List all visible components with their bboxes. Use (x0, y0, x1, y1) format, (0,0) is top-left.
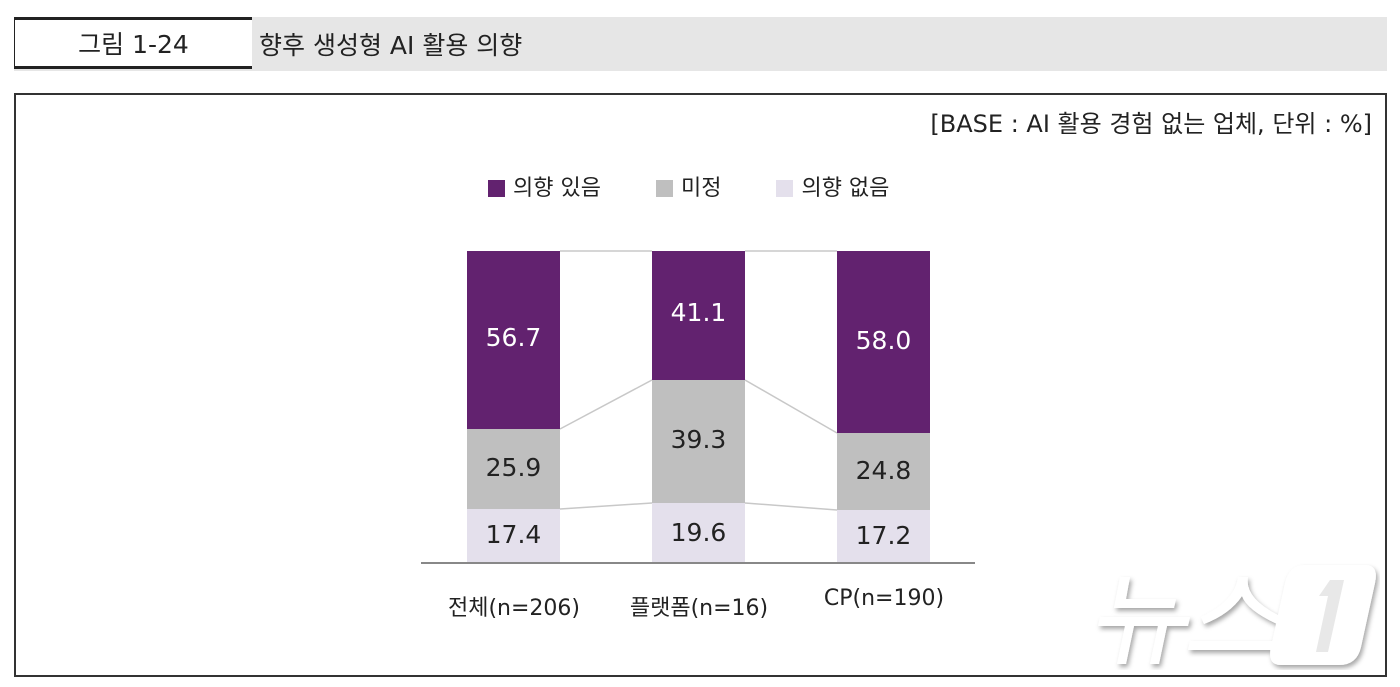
legend-label-no: 의향 없음 (801, 176, 890, 201)
x-label-total: 전체(n=206) (447, 596, 580, 621)
x-label-platform: 플랫폼(n=16) (629, 596, 769, 621)
legend-swatch-yes (488, 179, 505, 197)
segment-yes (467, 251, 560, 429)
legend: 의향 있음 미정 의향 없음 (488, 170, 944, 202)
news1-watermark-logo (1098, 565, 1376, 665)
legend-label-yes: 의향 있음 (513, 176, 601, 201)
legend-item-yes: 의향 있음 (488, 170, 601, 202)
bar-platform (652, 251, 745, 563)
legend-item-undecided: 미정 (655, 170, 722, 202)
value-label: 56.7 (485, 323, 542, 352)
segment-no (467, 509, 560, 563)
base-note: [BASE : AI 활용 경험 없는 업체, 단위 : %] (930, 110, 1372, 138)
segment-yes (652, 251, 745, 380)
value-label: 17.2 (855, 521, 912, 550)
value-label: 19.6 (670, 518, 727, 547)
chart-frame (14, 93, 1387, 677)
segment-undecided (467, 429, 560, 509)
legend-item-no: 의향 없음 (776, 170, 889, 202)
value-label: 25.9 (485, 453, 542, 482)
figure-label: 그림 1-24 (14, 17, 252, 69)
connector-lines (559, 250, 838, 511)
segment-undecided (652, 380, 745, 503)
legend-swatch-no (776, 179, 794, 197)
value-label: 17.4 (485, 520, 542, 549)
segment-no (837, 510, 930, 563)
bar-total (467, 251, 560, 563)
value-label: 24.8 (855, 456, 912, 485)
x-label-cp: CP(n=190) (823, 586, 945, 611)
value-label: 39.3 (670, 425, 727, 454)
segment-no (652, 503, 745, 563)
figure-title: 향후 생성형 AI 활용 의향 (259, 31, 523, 60)
bar-cp (837, 251, 930, 563)
legend-swatch-undecided (655, 179, 673, 197)
segment-yes (837, 251, 930, 433)
value-label: 58.0 (855, 326, 912, 355)
legend-label-undecided: 미정 (680, 176, 722, 201)
value-label: 41.1 (670, 298, 727, 327)
segment-undecided (837, 433, 930, 510)
